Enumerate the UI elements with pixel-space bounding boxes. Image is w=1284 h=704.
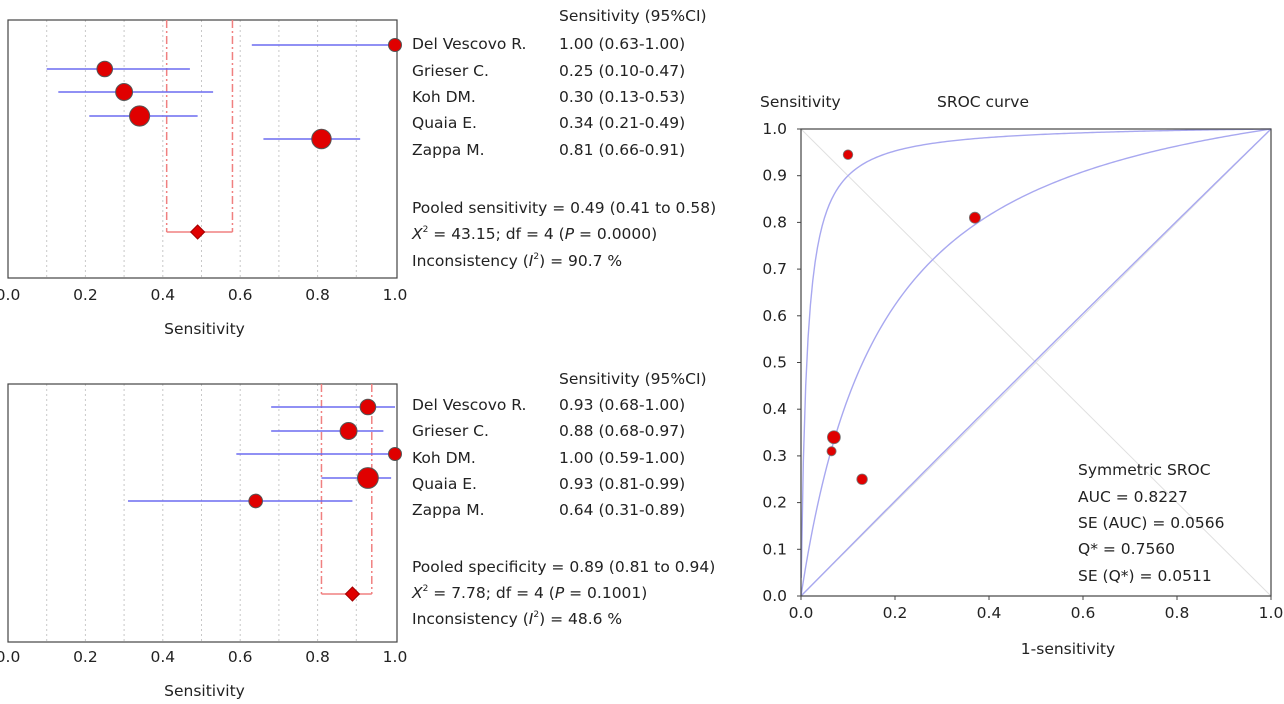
- sroc-y-tick-label: 0.0: [762, 587, 787, 605]
- study-name: Del Vescovo R.: [412, 396, 526, 414]
- sroc-x-tick-label: 0.6: [1071, 604, 1096, 622]
- sroc-se-auc-text: SE (AUC) = 0.0566: [1078, 514, 1225, 532]
- study-name: Del Vescovo R.: [412, 35, 526, 53]
- sroc-data-point: [968, 211, 981, 224]
- sroc-data-point: [826, 446, 837, 457]
- forest-tick-label: 0.4: [150, 286, 175, 304]
- chi-square-stat: X2 = 7.78; df = 4 (P = 0.1001): [411, 584, 647, 602]
- forest-frame: [7, 19, 398, 279]
- inconsistency-stat: Inconsistency (I2) = 48.6 %: [412, 610, 622, 628]
- inconsistency-stat: Inconsistency (I2) = 90.7 %: [412, 252, 622, 270]
- study-name: Zappa M.: [412, 501, 485, 519]
- forest-frame: [7, 383, 398, 643]
- study-point-marker: [311, 128, 332, 150]
- forest-tick-label: 0.8: [305, 648, 330, 666]
- study-point-marker: [248, 493, 264, 509]
- study-point-marker: [388, 447, 402, 461]
- study-ci-text: 1.00 (0.59-1.00): [559, 449, 685, 467]
- study-point-marker: [388, 38, 402, 52]
- study-point-marker: [129, 105, 151, 127]
- forest-axis-label: Sensitivity: [164, 320, 245, 338]
- study-point-marker: [96, 60, 114, 78]
- sroc-y-tick-label: 0.6: [762, 307, 787, 325]
- forest-plot-2: [7, 383, 402, 643]
- sroc-data-point: [856, 473, 868, 485]
- sroc-x-tick-label: 0.8: [1165, 604, 1190, 622]
- forest-tick-label: 0.6: [228, 648, 253, 666]
- forest-tick-label: 0.0: [0, 286, 20, 304]
- study-name: Grieser C.: [412, 62, 489, 80]
- pooled-stat-line: Pooled sensitivity = 0.49 (0.41 to 0.58): [412, 199, 716, 217]
- forest-tick-label: 1.0: [383, 648, 408, 666]
- pooled-diamond: [189, 224, 206, 240]
- forest-axis-label: Sensitivity: [164, 682, 245, 700]
- forest-tick-label: 0.0: [0, 648, 20, 666]
- sroc-y-tick-label: 0.5: [762, 354, 787, 372]
- sroc-curve-line: [800, 128, 1272, 597]
- forest-column-header: Sensitivity (95%CI): [559, 370, 707, 388]
- sroc-y-tick-label: 0.7: [762, 260, 787, 278]
- sroc-title: SROC curve: [937, 93, 1029, 111]
- sroc-x-tick-label: 1.0: [1259, 604, 1284, 622]
- sroc-x-tick-label: 0.0: [789, 604, 814, 622]
- study-ci-text: 0.30 (0.13-0.53): [559, 88, 685, 106]
- forest-tick-label: 0.8: [305, 286, 330, 304]
- sroc-y-tick-label: 0.8: [762, 213, 787, 231]
- study-point-marker: [357, 467, 379, 489]
- sroc-y-tick-label: 0.9: [762, 167, 787, 185]
- sroc-se-q-text: SE (Q*) = 0.0511: [1078, 567, 1212, 585]
- forest-tick-label: 0.2: [73, 648, 98, 666]
- sroc-auc-text: AUC = 0.8227: [1078, 488, 1188, 506]
- study-name: Koh DM.: [412, 449, 476, 467]
- pooled-stat-line: Pooled specificity = 0.89 (0.81 to 0.94): [412, 558, 715, 576]
- study-point-marker: [339, 422, 358, 440]
- sroc-data-point: [842, 149, 854, 160]
- study-ci-text: 0.88 (0.68-0.97): [559, 422, 685, 440]
- forest-plot-1: [7, 19, 402, 279]
- sroc-y-axis-label: Sensitivity: [760, 93, 841, 111]
- pooled-diamond: [344, 586, 361, 602]
- sroc-x-tick-label: 0.2: [883, 604, 908, 622]
- sroc-plot: [797, 128, 1272, 600]
- sroc-y-tick-label: 0.1: [762, 540, 787, 558]
- study-point-marker: [359, 398, 377, 416]
- study-ci-text: 0.81 (0.66-0.91): [559, 141, 685, 159]
- study-name: Koh DM.: [412, 88, 476, 106]
- study-point-marker: [115, 83, 134, 101]
- sroc-y-tick-label: 0.3: [762, 447, 787, 465]
- study-ci-text: 0.64 (0.31-0.89): [559, 501, 685, 519]
- forest-tick-label: 0.6: [228, 286, 253, 304]
- study-ci-text: 1.00 (0.63-1.00): [559, 35, 685, 53]
- sroc-curve-line: [800, 128, 1271, 578]
- study-name: Quaia E.: [412, 475, 477, 493]
- sroc-x-axis-label: 1-sensitivity: [1021, 640, 1115, 658]
- anti-diagonal: [800, 128, 1272, 597]
- study-name: Quaia E.: [412, 114, 477, 132]
- forest-tick-label: 0.2: [73, 286, 98, 304]
- sroc-y-tick-label: 1.0: [762, 120, 787, 138]
- sroc-q-text: Q* = 0.7560: [1078, 540, 1175, 558]
- study-ci-text: 0.34 (0.21-0.49): [559, 114, 685, 132]
- forest-column-header: Sensitivity (95%CI): [559, 7, 707, 25]
- study-name: Zappa M.: [412, 141, 485, 159]
- study-ci-text: 0.25 (0.10-0.47): [559, 62, 685, 80]
- sroc-curve-line: [800, 128, 1271, 595]
- sroc-stat-header: Symmetric SROC: [1078, 461, 1211, 479]
- forest-tick-label: 0.4: [150, 648, 175, 666]
- sroc-y-tick-label: 0.4: [762, 400, 787, 418]
- study-ci-text: 0.93 (0.81-0.99): [559, 475, 685, 493]
- sroc-y-tick-label: 0.2: [762, 494, 787, 512]
- study-name: Grieser C.: [412, 422, 489, 440]
- sroc-x-tick-label: 0.4: [977, 604, 1002, 622]
- sroc-data-point: [827, 430, 841, 445]
- chi-square-stat: X2 = 43.15; df = 4 (P = 0.0000): [411, 225, 657, 243]
- forest-tick-label: 1.0: [383, 286, 408, 304]
- study-ci-text: 0.93 (0.68-1.00): [559, 396, 685, 414]
